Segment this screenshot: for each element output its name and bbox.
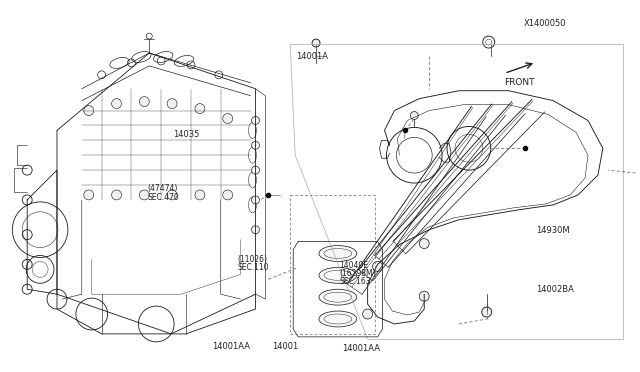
Circle shape — [223, 113, 233, 124]
Text: 14002BA: 14002BA — [536, 285, 574, 294]
Circle shape — [84, 190, 93, 200]
Text: 14035: 14035 — [173, 130, 199, 139]
Circle shape — [84, 106, 93, 116]
Circle shape — [372, 262, 383, 271]
Circle shape — [252, 226, 259, 234]
Text: SEC.110: SEC.110 — [237, 263, 269, 272]
Circle shape — [419, 238, 429, 248]
Text: 14001AA: 14001AA — [212, 342, 250, 351]
Circle shape — [140, 97, 149, 107]
Text: 14001AA: 14001AA — [342, 344, 380, 353]
Text: FRONT: FRONT — [504, 78, 534, 87]
Circle shape — [167, 190, 177, 200]
Circle shape — [223, 190, 233, 200]
Text: 14040E: 14040E — [339, 261, 368, 270]
Text: 14001A: 14001A — [296, 52, 328, 61]
Circle shape — [252, 141, 259, 149]
Circle shape — [195, 190, 205, 200]
Text: SEC.470: SEC.470 — [147, 193, 179, 202]
Text: (11026): (11026) — [237, 254, 268, 264]
Circle shape — [111, 99, 122, 109]
Circle shape — [140, 190, 149, 200]
Text: X1400050: X1400050 — [524, 19, 566, 28]
Text: (47474): (47474) — [147, 185, 177, 193]
Text: SEC.163: SEC.163 — [339, 278, 371, 286]
Circle shape — [410, 112, 419, 119]
Ellipse shape — [319, 289, 356, 305]
Circle shape — [312, 39, 320, 47]
Ellipse shape — [319, 267, 356, 283]
Circle shape — [419, 291, 429, 301]
Circle shape — [252, 116, 259, 125]
Circle shape — [363, 309, 372, 319]
Circle shape — [482, 307, 492, 317]
Text: (16298M): (16298M) — [339, 269, 376, 278]
Circle shape — [167, 99, 177, 109]
Circle shape — [195, 104, 205, 113]
Text: 14001: 14001 — [273, 342, 299, 351]
Text: 14930M: 14930M — [536, 226, 570, 235]
Circle shape — [252, 196, 259, 204]
Ellipse shape — [319, 311, 356, 327]
Circle shape — [111, 190, 122, 200]
Circle shape — [252, 166, 259, 174]
Ellipse shape — [319, 246, 356, 262]
